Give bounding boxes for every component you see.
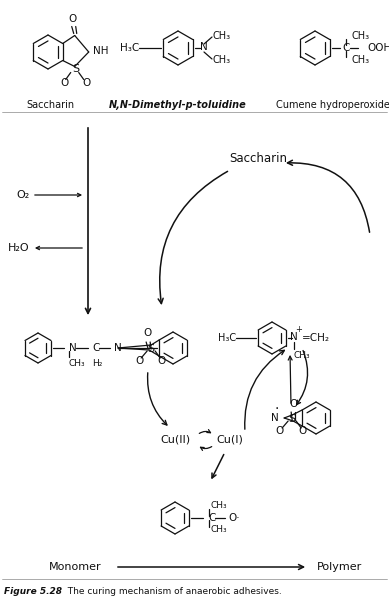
Text: Cu(I): Cu(I) (217, 435, 244, 445)
Text: H₂: H₂ (92, 359, 102, 368)
Text: S: S (289, 414, 296, 424)
Text: N: N (200, 42, 208, 52)
Text: =CH₂: =CH₂ (302, 333, 330, 343)
Text: C: C (342, 43, 350, 53)
Text: H₂O: H₂O (9, 243, 30, 253)
Text: The curing mechanism of anaerobic adhesives.: The curing mechanism of anaerobic adhesi… (62, 587, 282, 596)
Text: Cumene hydroperoxide: Cumene hydroperoxide (276, 100, 389, 110)
Text: ·: · (275, 402, 279, 416)
Text: N: N (272, 413, 279, 423)
Text: O: O (289, 399, 297, 409)
Text: Polymer: Polymer (317, 562, 363, 572)
Text: O: O (298, 426, 306, 436)
Text: O: O (135, 356, 143, 366)
Text: OOH: OOH (367, 43, 389, 53)
Text: Monomer: Monomer (49, 562, 101, 572)
Text: +: + (295, 326, 302, 335)
Text: O: O (61, 78, 69, 87)
Text: CH₃: CH₃ (352, 55, 370, 65)
Text: O: O (157, 356, 165, 366)
Text: O: O (82, 78, 91, 87)
Text: CH₃: CH₃ (294, 351, 311, 360)
Text: C: C (208, 513, 216, 523)
Text: O: O (275, 426, 283, 436)
Text: H₃C: H₃C (120, 43, 139, 53)
Text: N: N (290, 332, 298, 342)
Text: C: C (92, 343, 99, 353)
Text: NH: NH (93, 46, 108, 56)
Text: O: O (68, 13, 77, 24)
Text: CH₃: CH₃ (211, 502, 228, 511)
Text: O₂: O₂ (17, 190, 30, 200)
Text: Saccharin: Saccharin (26, 100, 74, 110)
Text: CH₃: CH₃ (352, 31, 370, 41)
Text: CH₃: CH₃ (213, 55, 231, 65)
Text: S: S (72, 65, 79, 75)
Text: CH₃: CH₃ (211, 525, 228, 534)
Text: Saccharin: Saccharin (229, 151, 287, 165)
Text: S: S (147, 344, 155, 354)
Text: Figure 5.28: Figure 5.28 (4, 587, 62, 596)
Text: N: N (69, 343, 77, 353)
Text: H₃C: H₃C (218, 333, 236, 343)
Text: CH₃: CH₃ (69, 359, 86, 368)
Text: Cu(II): Cu(II) (160, 435, 190, 445)
Text: N,N-Dimethyl-p-toluidine: N,N-Dimethyl-p-toluidine (109, 100, 247, 110)
Text: CH₃: CH₃ (213, 31, 231, 41)
Text: N: N (114, 343, 122, 353)
Text: O·: O· (228, 513, 240, 523)
Text: O: O (143, 328, 151, 338)
